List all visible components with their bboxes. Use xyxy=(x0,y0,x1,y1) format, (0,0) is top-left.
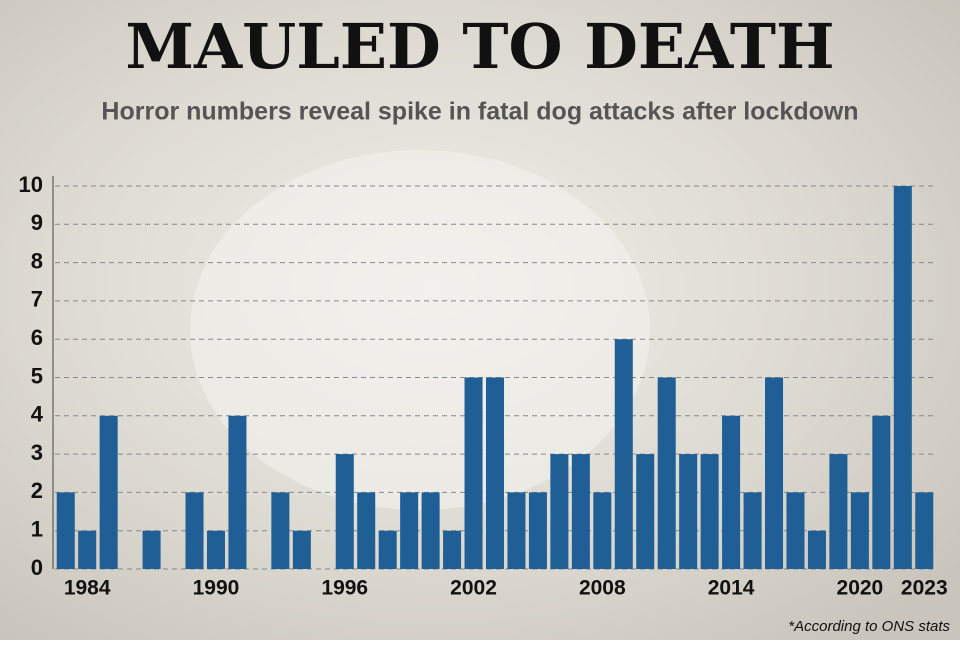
x-tick-label: 1990 xyxy=(193,577,240,600)
bar xyxy=(271,492,290,569)
x-tick-label: 2020 xyxy=(837,577,884,600)
bar xyxy=(142,530,161,569)
x-tick-label: 1996 xyxy=(321,577,368,600)
bar xyxy=(99,415,118,569)
x-tick-label: 2023 xyxy=(901,577,948,600)
bar xyxy=(56,492,75,569)
bar xyxy=(657,377,676,569)
bar xyxy=(872,415,891,569)
bar xyxy=(915,492,934,569)
bar xyxy=(185,492,204,569)
bar xyxy=(507,492,526,569)
y-tick-label: 3 xyxy=(31,440,43,465)
y-tick-label: 8 xyxy=(31,248,43,273)
chart-subtitle: Horror numbers reveal spike in fatal dog… xyxy=(101,98,858,126)
bar xyxy=(614,339,633,569)
bar xyxy=(335,454,354,569)
bar xyxy=(228,415,247,569)
y-tick-label: 1 xyxy=(31,517,43,542)
bar xyxy=(206,530,225,569)
bar xyxy=(850,492,869,569)
bar xyxy=(78,530,97,569)
bar xyxy=(593,492,612,569)
y-tick-label: 10 xyxy=(19,172,43,197)
bar xyxy=(571,454,590,569)
bar xyxy=(700,454,719,569)
x-tick-label: 2008 xyxy=(579,577,626,600)
y-tick-label: 9 xyxy=(31,210,43,235)
background-shape xyxy=(190,150,650,510)
bar xyxy=(400,492,419,569)
x-tick-label: 2014 xyxy=(708,577,755,600)
bar xyxy=(743,492,762,569)
bar xyxy=(421,492,440,569)
bar xyxy=(786,492,805,569)
y-tick-label: 0 xyxy=(31,555,43,580)
bar xyxy=(528,492,547,569)
bar xyxy=(829,454,848,569)
bar xyxy=(893,186,912,569)
footnote: *According to ONS stats xyxy=(788,618,950,635)
y-tick-label: 7 xyxy=(31,287,43,312)
bar xyxy=(357,492,376,569)
bar xyxy=(679,454,698,569)
bar xyxy=(550,454,569,569)
bar xyxy=(464,377,483,569)
bar xyxy=(485,377,505,569)
y-tick-label: 4 xyxy=(31,402,44,427)
bar xyxy=(378,530,397,569)
bar xyxy=(292,530,311,569)
bar xyxy=(636,454,655,569)
bar xyxy=(722,415,741,569)
bar xyxy=(807,530,826,569)
bar xyxy=(765,377,784,569)
bar xyxy=(443,530,462,569)
y-tick-label: 5 xyxy=(31,363,43,388)
y-tick-label: 2 xyxy=(31,478,43,503)
chart-title: MAULED TO DEATH xyxy=(125,10,834,83)
x-tick-label: 2002 xyxy=(450,577,497,600)
x-tick-label: 1984 xyxy=(64,577,111,600)
y-tick-label: 6 xyxy=(31,325,43,350)
